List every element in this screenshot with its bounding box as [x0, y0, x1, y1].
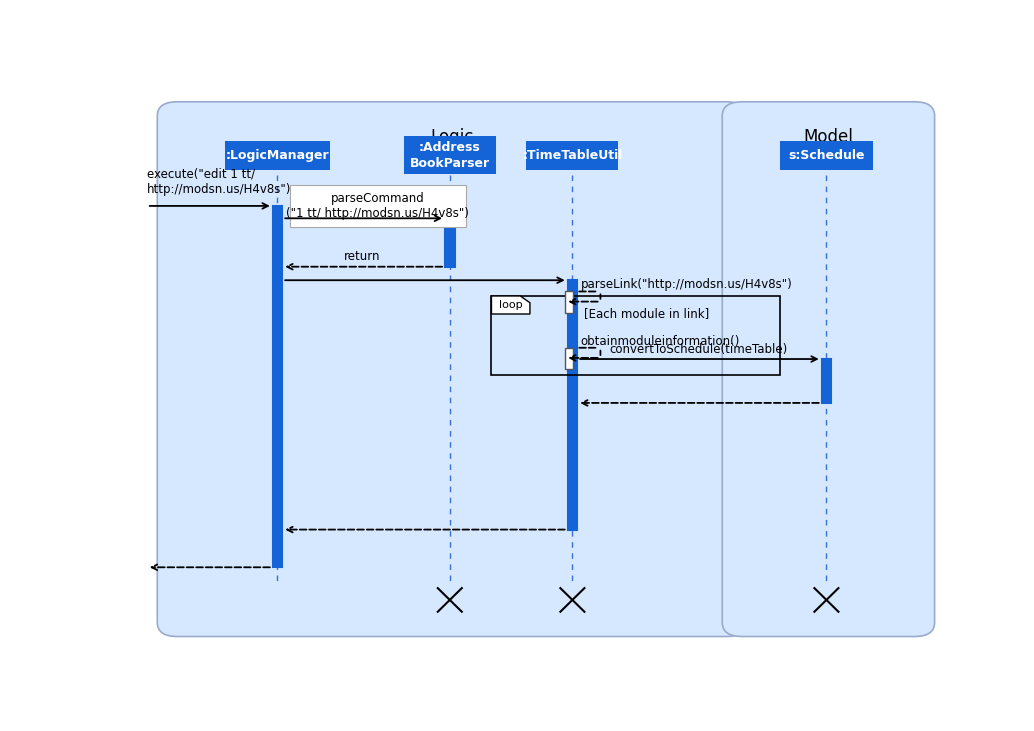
Bar	[526, 140, 618, 170]
Text: parseCommand
("1 tt/ http://modsn.us/H4v8s"): parseCommand ("1 tt/ http://modsn.us/H4v…	[286, 192, 469, 220]
Bar	[491, 296, 780, 375]
Bar	[290, 185, 465, 227]
FancyBboxPatch shape	[722, 102, 935, 637]
Text: return: return	[343, 250, 379, 263]
Bar	[822, 359, 831, 403]
Text: convertToSchedule(timeTable): convertToSchedule(timeTable)	[609, 343, 787, 356]
Bar	[781, 140, 873, 170]
Text: [Each module in link]: [Each module in link]	[584, 307, 709, 320]
Bar	[566, 292, 573, 313]
Bar	[568, 280, 577, 529]
Text: parseLink("http://modsn.us/H4v8s"): parseLink("http://modsn.us/H4v8s")	[580, 279, 792, 292]
Text: Logic: Logic	[430, 128, 474, 146]
Polygon shape	[491, 296, 529, 314]
Bar	[273, 206, 282, 567]
Text: loop: loop	[498, 300, 522, 310]
Bar	[403, 136, 496, 175]
Bar	[566, 348, 573, 369]
Text: obtainmoduleinformation(): obtainmoduleinformation()	[580, 335, 739, 348]
Text: execute("edit 1 tt/
http://modsn.us/H4v8s"): execute("edit 1 tt/ http://modsn.us/H4v8…	[147, 168, 292, 196]
Text: Model: Model	[803, 128, 853, 146]
Text: :LogicManager: :LogicManager	[225, 149, 329, 162]
Text: :Address
BookParser: :Address BookParser	[409, 141, 490, 170]
Bar	[445, 219, 455, 267]
FancyBboxPatch shape	[157, 102, 747, 637]
Text: :TimeTableUtil: :TimeTableUtil	[522, 149, 622, 162]
Bar	[225, 140, 330, 170]
Text: s:Schedule: s:Schedule	[788, 149, 864, 162]
